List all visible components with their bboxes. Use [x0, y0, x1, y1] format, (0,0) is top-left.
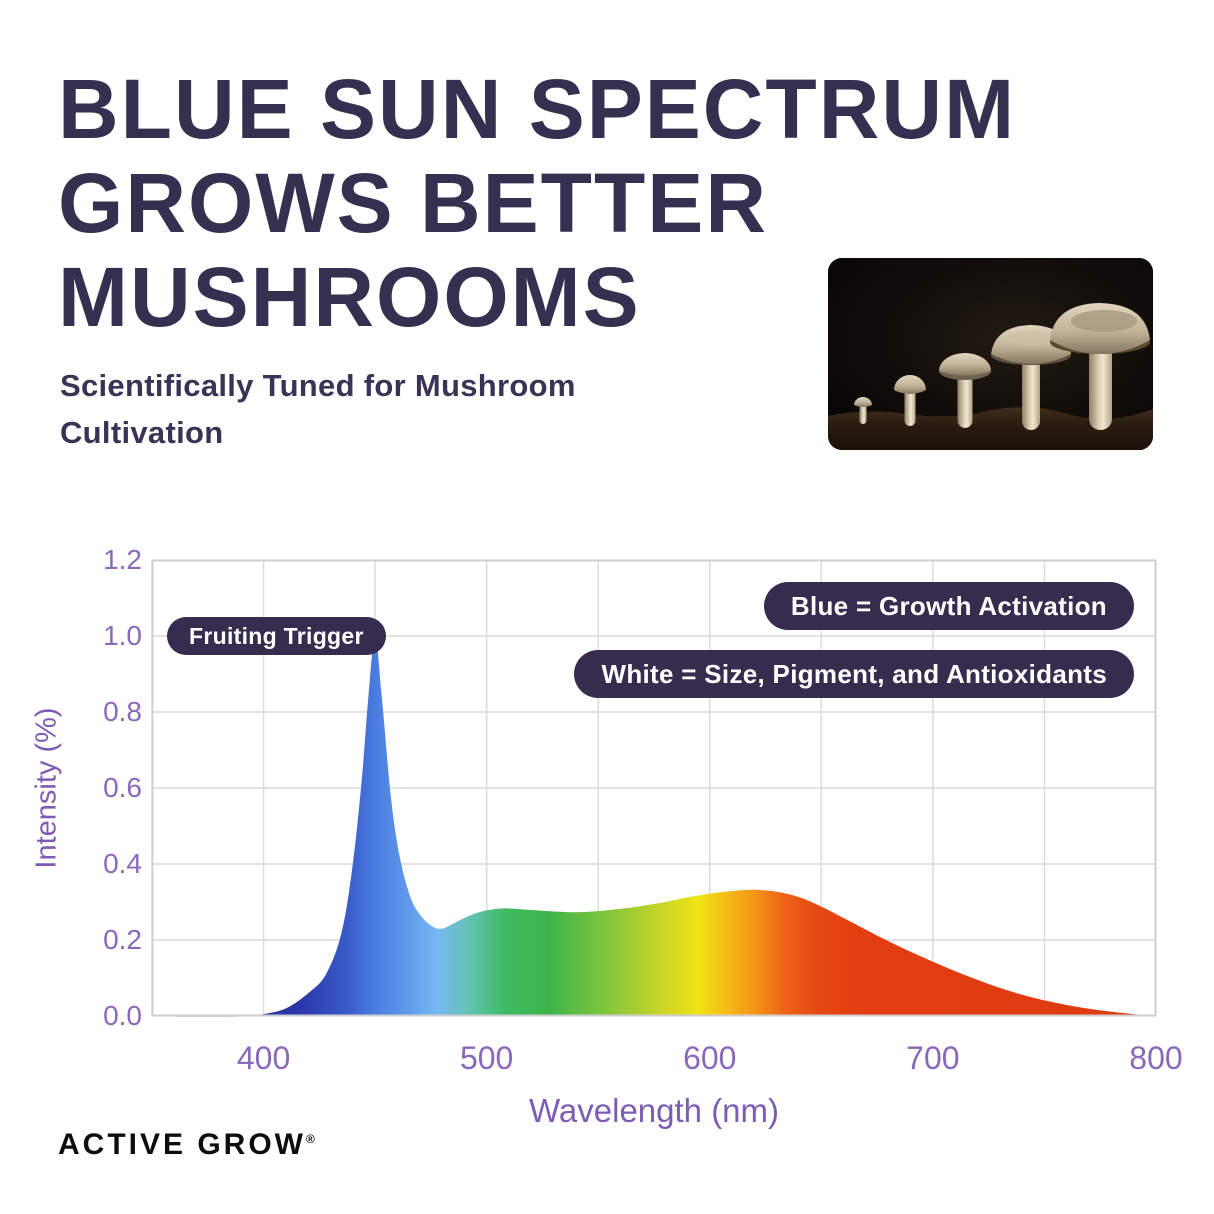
- fruiting-trigger-label: Fruiting Trigger: [167, 617, 386, 655]
- registered-trademark-icon: ®: [306, 1132, 315, 1146]
- title-line-2: GROWS BETTER: [58, 156, 768, 250]
- x-axis-title: Wavelength (nm): [528, 1092, 780, 1129]
- spectrum-plot: [151, 559, 1157, 1017]
- page-title: BLUE SUN SPECTRUM GROWS BETTER MUSHROOMS: [58, 62, 1016, 344]
- subtitle-line-1: Scientifically Tuned for Mushroom: [60, 368, 576, 403]
- brand-name: ACTIVE GROW: [58, 1128, 306, 1161]
- mushroom-growth-photo: [828, 258, 1153, 450]
- legend-white-size: White = Size, Pigment, and Antioxidants: [574, 650, 1134, 698]
- y-tick-label: 0.6: [103, 772, 142, 803]
- mushroom-5: [1050, 303, 1150, 430]
- x-tick-label: 600: [683, 1040, 737, 1076]
- x-tick-label: 500: [459, 1040, 514, 1076]
- x-tick-label: 700: [906, 1040, 960, 1076]
- page-subtitle: Scientifically Tuned for Mushroom Cultiv…: [60, 362, 576, 456]
- plot-border: [152, 560, 1156, 1016]
- y-axis-title: Intensity (%): [30, 707, 63, 869]
- y-tick-label: 0.4: [103, 848, 142, 879]
- y-tick-label: 1.0: [103, 620, 142, 651]
- y-tick-label: 0.2: [103, 924, 142, 955]
- y-tick-label: 0.0: [103, 1000, 142, 1031]
- title-line-1: BLUE SUN SPECTRUM: [58, 62, 1017, 156]
- mushroom-2: [894, 375, 926, 426]
- title-line-3: MUSHROOMS: [58, 250, 641, 344]
- y-tick-label: 0.8: [103, 696, 142, 727]
- spectrum-curve: [152, 636, 1156, 1017]
- mushroom-3: [939, 353, 991, 428]
- y-tick-label: 1.2: [103, 544, 142, 575]
- mushroom-photo-illustration: [828, 258, 1153, 450]
- x-tick-label: 400: [236, 1040, 291, 1076]
- brand-logo: ACTIVE GROW®: [58, 1128, 315, 1162]
- mushroom-1: [854, 397, 872, 424]
- mushroom-4: [991, 325, 1071, 430]
- legend-blue-growth: Blue = Growth Activation: [763, 582, 1134, 630]
- x-tick-label: 800: [1129, 1040, 1183, 1076]
- subtitle-line-2: Cultivation: [60, 415, 224, 450]
